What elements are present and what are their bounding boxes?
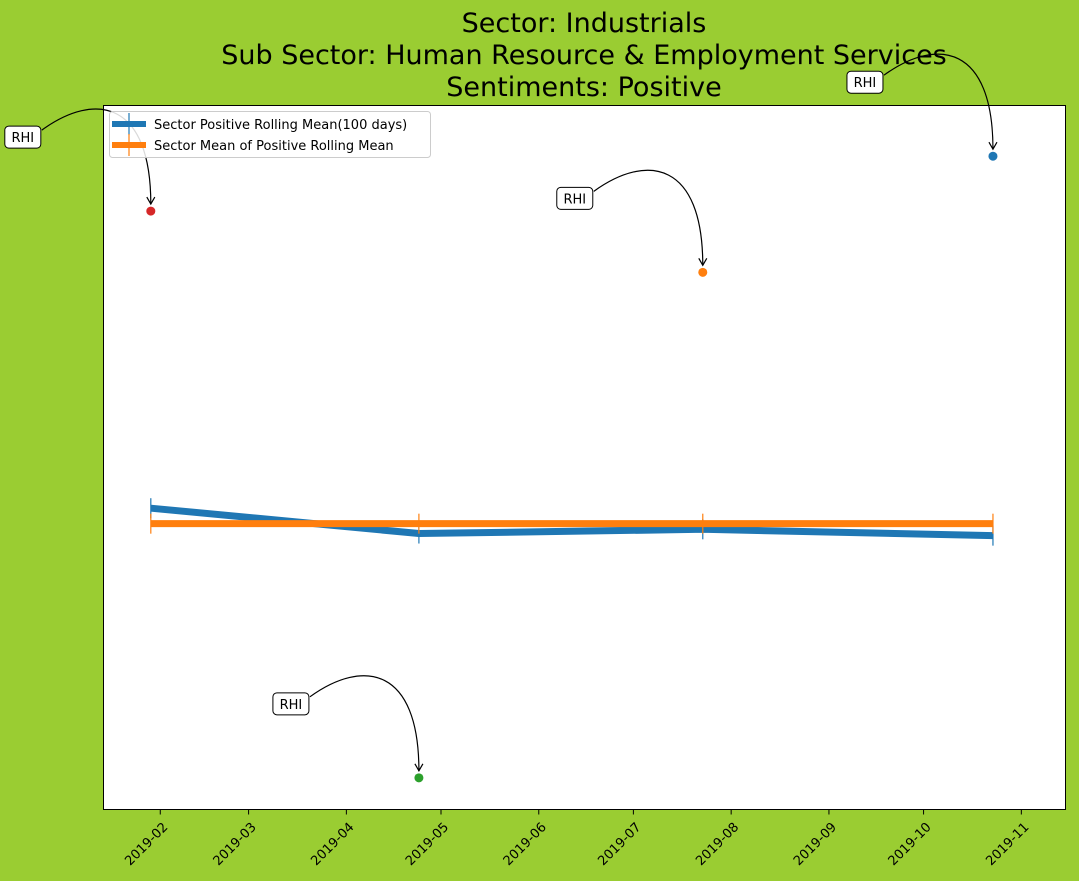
x-tick-label: 2019-10 (886, 820, 935, 869)
annotation-layer: RHI RHI RHI RHI (4, 53, 998, 783)
annotation-label-box (4, 125, 42, 149)
annotation-arrow (883, 53, 998, 151)
annotation-point (698, 267, 708, 277)
annotation-label: RHI (563, 192, 586, 207)
x-tick-label: 2019-03 (211, 820, 260, 869)
annotation-arrow (309, 675, 424, 773)
x-tick-label: 2019-08 (693, 820, 742, 869)
legend: Sector Positive Rolling Mean(100 days) S… (109, 111, 431, 158)
plot-area (103, 105, 1066, 810)
legend-box (109, 111, 431, 158)
legend-label-rolling-mean: Sector Positive Rolling Mean(100 days) (154, 118, 407, 133)
annotation-label: RHI (280, 698, 303, 713)
annotation-arrow (593, 169, 708, 267)
x-tick-label: 2019-02 (122, 820, 171, 869)
x-tick-label: 2019-09 (791, 820, 840, 869)
series-layer (150, 498, 994, 546)
annotation-label: RHI (11, 131, 34, 146)
annotation-point (414, 773, 424, 783)
chart-title-line-1: Sector: Industrials (462, 8, 707, 39)
x-tick-label: 2019-07 (595, 820, 644, 869)
annotation-label-box (272, 692, 310, 716)
x-tick-label: 2019-06 (501, 820, 550, 869)
legend-label-mean-of-rolling-mean: Sector Mean of Positive Rolling Mean (154, 139, 394, 154)
annotation-point (988, 151, 998, 161)
annotation-label-box (556, 186, 594, 210)
x-tick-label: 2019-05 (403, 820, 452, 869)
x-tick-label: 2019-11 (983, 820, 1032, 869)
annotation-label: RHI (854, 76, 877, 91)
annotation-point (146, 206, 156, 216)
x-tick-label: 2019-04 (308, 820, 357, 869)
chart-title-line-2: Sub Sector: Human Resource & Employment … (221, 40, 947, 71)
x-axis: 2019-02 2019-03 2019-04 2019-05 2019-06 2019-… (122, 809, 1032, 869)
chart-title-line-3: Sentiments: Positive (446, 72, 721, 103)
annotation-label-box (846, 70, 884, 94)
